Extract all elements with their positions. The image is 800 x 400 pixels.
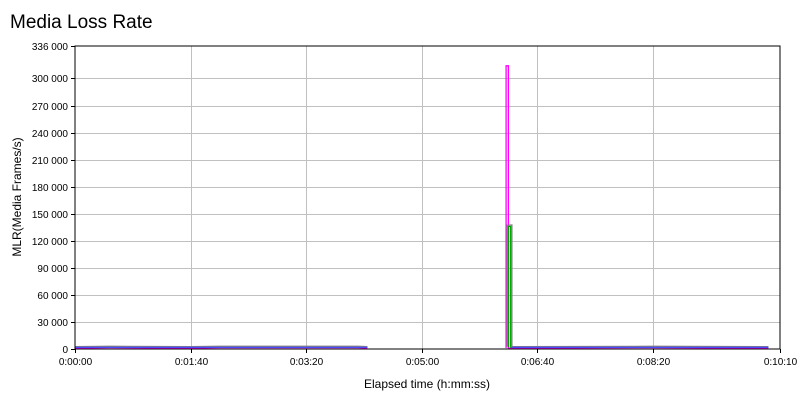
y-tick-label: 150 000 <box>32 210 69 221</box>
y-tick-label: 0 <box>62 345 68 356</box>
x-tick-label: 0:05:00 <box>406 357 440 368</box>
y-tick-label: 336 000 <box>32 42 69 53</box>
series-line-1 <box>74 65 769 349</box>
x-tick-label: 0:06:40 <box>521 357 555 368</box>
grid-lines <box>75 46 780 349</box>
y-tick-label: 120 000 <box>32 237 69 248</box>
y-tick-label: 270 000 <box>32 102 69 113</box>
y-tick-label: 90 000 <box>37 264 68 275</box>
y-tick-label: 180 000 <box>32 183 69 194</box>
plot-frame <box>74 45 781 350</box>
y-tick-label: 300 000 <box>32 74 69 85</box>
y-axis-label: MLR(Media Frames/s) <box>10 137 24 256</box>
x-tick-label: 0:01:40 <box>175 357 209 368</box>
chart-title: Media Loss Rate <box>10 12 153 33</box>
y-tick-label: 60 000 <box>37 291 68 302</box>
y-tick-label: 30 000 <box>37 318 68 329</box>
x-tick-label: 0:08:20 <box>637 357 671 368</box>
y-tick-label: 210 000 <box>32 156 69 167</box>
x-tick-label: 0:10:10 <box>764 357 798 368</box>
series-line-3 <box>74 224 769 348</box>
x-tick-label: 0:03:20 <box>290 357 324 368</box>
y-tick-label: 240 000 <box>32 129 69 140</box>
x-axis-label: Elapsed time (h:mm:ss) <box>364 377 490 391</box>
series-line-2 <box>74 225 769 348</box>
series-group <box>74 65 769 349</box>
x-tick-label: 0:00:00 <box>59 357 93 368</box>
ticks: 0 30 000 60 000 90 000 120 000 150 000 180 000… <box>32 42 798 368</box>
